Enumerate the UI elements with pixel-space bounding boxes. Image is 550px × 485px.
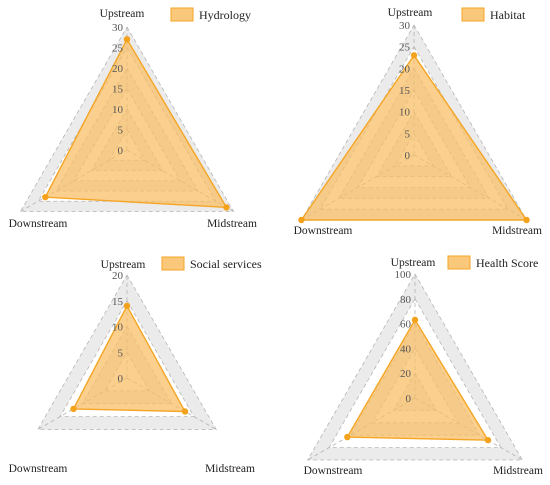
tick-label: 80 [400, 294, 412, 306]
data-point-midstream [484, 436, 492, 444]
tick-label: 0 [406, 393, 412, 405]
axis-label-downstream: Downstream [9, 463, 68, 475]
data-point-upstream [410, 52, 418, 59]
tick-label: 60 [400, 319, 412, 331]
tick-label: 40 [400, 343, 412, 355]
tick-label: 5 [118, 125, 124, 137]
data-point-downstream [344, 433, 351, 441]
tick-label: 10 [112, 322, 124, 334]
axis-label-midstream: Midstream [492, 225, 542, 237]
tick-label: 20 [400, 368, 412, 380]
legend: Habitat [461, 7, 526, 22]
grid-ring [59, 299, 195, 418]
axis-label-upstream: Upstream [391, 257, 436, 269]
axis-label-downstream: Downstream [304, 465, 363, 477]
axis-label-upstream: Upstream [100, 8, 145, 20]
legend-label: Health Score [476, 256, 538, 270]
legend-swatch [447, 255, 471, 270]
data-point-upstream [123, 36, 131, 43]
series-area [44, 37, 228, 209]
grid-ring [19, 26, 235, 212]
tick-label: 25 [399, 42, 411, 54]
data-point-midstream [523, 216, 530, 224]
tick-label: 25 [112, 43, 124, 55]
data-point-downstream [298, 216, 305, 224]
tick-label: 10 [399, 107, 411, 119]
series-area [346, 318, 490, 441]
axis-label-midstream: Midstream [205, 463, 255, 475]
grid-ring [37, 274, 217, 430]
data-point-downstream [70, 405, 77, 413]
tick-label: 0 [118, 145, 124, 157]
data-point-midstream [181, 408, 189, 415]
data-point-downstream [42, 193, 49, 201]
legend-swatch [161, 256, 185, 271]
legend-label: Social services [190, 257, 262, 271]
legend-swatch [461, 7, 485, 22]
legend: Hydrology [170, 7, 251, 22]
tick-label: 30 [399, 20, 411, 32]
legend-swatch [170, 7, 194, 22]
tick-label: 5 [118, 347, 124, 359]
data-point-midstream [223, 204, 230, 211]
axis-label-downstream: Downstream [9, 218, 68, 230]
tick-label: 100 [395, 269, 412, 281]
axis-label-midstream: Midstream [207, 218, 257, 230]
axis-label-upstream: Upstream [101, 259, 146, 271]
legend: Health Score [447, 255, 538, 270]
grid-ring [328, 297, 502, 449]
legend-label: Habitat [490, 8, 526, 22]
tick-label: 10 [112, 104, 124, 116]
data-point-upstream [123, 302, 131, 310]
tick-label: 15 [112, 84, 124, 96]
axis-label-downstream: Downstream [294, 225, 353, 237]
radar-chart-1: 0 5 10 15 20 25 30 Upstream Midstream Downstream H… [9, 7, 257, 230]
tick-label: 15 [399, 85, 411, 97]
data-point-upstream [411, 316, 419, 324]
legend-label: Hydrology [199, 8, 251, 22]
tick-label: 20 [112, 270, 124, 282]
legend: Social services [161, 256, 262, 271]
tick-label: 0 [118, 373, 124, 385]
tick-label: 15 [112, 296, 124, 308]
tick-label: 5 [405, 128, 411, 140]
tick-label: 20 [112, 63, 124, 75]
axis-label-upstream: Upstream [388, 7, 433, 19]
series-area [300, 54, 528, 221]
tick-label: 20 [399, 63, 411, 75]
grid-ring [306, 273, 524, 461]
series-area [72, 304, 187, 413]
tick-label: 30 [112, 22, 124, 34]
axis-label-midstream: Midstream [493, 465, 543, 477]
tick-label: 0 [405, 150, 411, 162]
